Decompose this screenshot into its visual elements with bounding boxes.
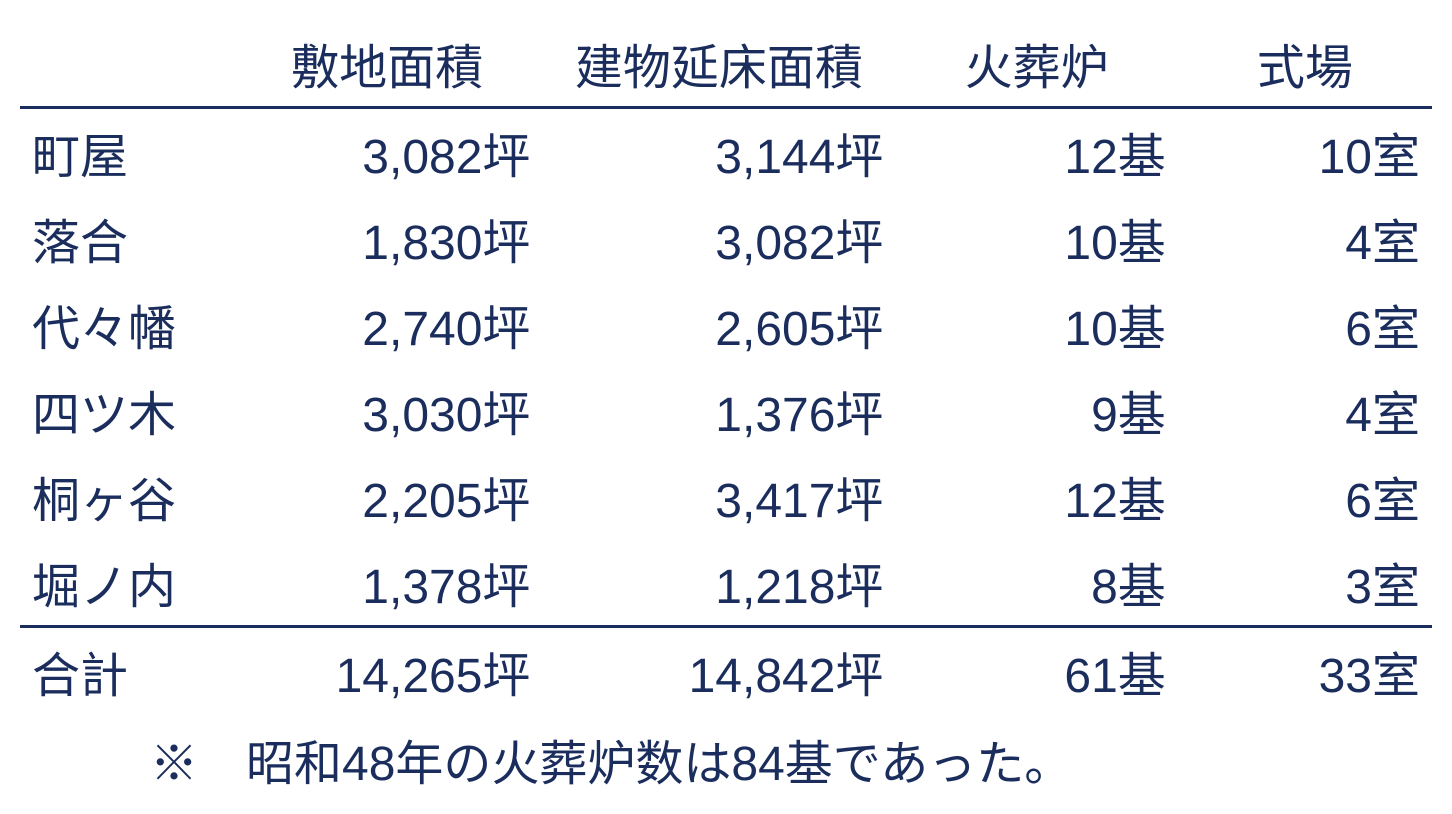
header-halls: 式場	[1178, 20, 1432, 108]
cell-halls: 6室	[1178, 453, 1432, 539]
total-name: 合計	[20, 627, 232, 715]
table-header-row: 敷地面積 建物延床面積 火葬炉 式場	[20, 20, 1432, 108]
cell-floor-area: 3,417坪	[542, 453, 895, 539]
cell-site-area: 2,740坪	[232, 281, 543, 367]
table-total-row: 合計14,265坪14,842坪61基33室	[20, 627, 1432, 715]
total-halls: 33室	[1178, 627, 1432, 715]
table-body: 町屋3,082坪3,144坪12基10室落合1,830坪3,082坪10基4室代…	[20, 108, 1432, 715]
table-row: 町屋3,082坪3,144坪12基10室	[20, 108, 1432, 196]
cell-furnaces: 9基	[895, 367, 1177, 453]
table-row: 落合1,830坪3,082坪10基4室	[20, 195, 1432, 281]
total-floor-area: 14,842坪	[542, 627, 895, 715]
facilities-table-container: 敷地面積 建物延床面積 火葬炉 式場 町屋3,082坪3,144坪12基10室落…	[20, 20, 1432, 794]
cell-floor-area: 3,144坪	[542, 108, 895, 196]
cell-name: 桐ヶ谷	[20, 453, 232, 539]
cell-name: 四ツ木	[20, 367, 232, 453]
cell-floor-area: 1,218坪	[542, 539, 895, 627]
cell-halls: 4室	[1178, 367, 1432, 453]
cell-site-area: 1,378坪	[232, 539, 543, 627]
cell-site-area: 2,205坪	[232, 453, 543, 539]
total-site-area: 14,265坪	[232, 627, 543, 715]
cell-floor-area: 3,082坪	[542, 195, 895, 281]
cell-site-area: 3,030坪	[232, 367, 543, 453]
cell-site-area: 1,830坪	[232, 195, 543, 281]
cell-furnaces: 10基	[895, 281, 1177, 367]
cell-name: 代々幡	[20, 281, 232, 367]
header-floor-area: 建物延床面積	[542, 20, 895, 108]
cell-furnaces: 10基	[895, 195, 1177, 281]
cell-halls: 3室	[1178, 539, 1432, 627]
facilities-table: 敷地面積 建物延床面積 火葬炉 式場 町屋3,082坪3,144坪12基10室落…	[20, 20, 1432, 714]
cell-furnaces: 12基	[895, 108, 1177, 196]
table-row: 堀ノ内1,378坪1,218坪8基3室	[20, 539, 1432, 627]
cell-halls: 10室	[1178, 108, 1432, 196]
cell-floor-area: 1,376坪	[542, 367, 895, 453]
cell-furnaces: 8基	[895, 539, 1177, 627]
cell-halls: 6室	[1178, 281, 1432, 367]
table-row: 代々幡2,740坪2,605坪10基6室	[20, 281, 1432, 367]
table-row: 桐ヶ谷2,205坪3,417坪12基6室	[20, 453, 1432, 539]
header-site-area: 敷地面積	[232, 20, 543, 108]
cell-name: 堀ノ内	[20, 539, 232, 627]
cell-furnaces: 12基	[895, 453, 1177, 539]
cell-floor-area: 2,605坪	[542, 281, 895, 367]
total-furnaces: 61基	[895, 627, 1177, 715]
header-name	[20, 20, 232, 108]
cell-site-area: 3,082坪	[232, 108, 543, 196]
footnote: ※ 昭和48年の火葬炉数は84基であった。	[20, 714, 1432, 794]
header-furnaces: 火葬炉	[895, 20, 1177, 108]
cell-name: 町屋	[20, 108, 232, 196]
cell-halls: 4室	[1178, 195, 1432, 281]
table-row: 四ツ木3,030坪1,376坪9基4室	[20, 367, 1432, 453]
cell-name: 落合	[20, 195, 232, 281]
